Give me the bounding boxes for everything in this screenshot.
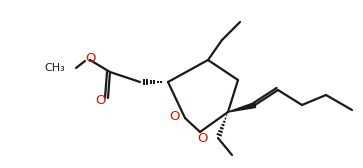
Text: O: O xyxy=(170,111,180,123)
Text: O: O xyxy=(85,52,95,66)
Polygon shape xyxy=(228,103,256,112)
Text: O: O xyxy=(95,94,105,108)
Text: O: O xyxy=(197,133,207,145)
Text: CH₃: CH₃ xyxy=(44,63,65,73)
